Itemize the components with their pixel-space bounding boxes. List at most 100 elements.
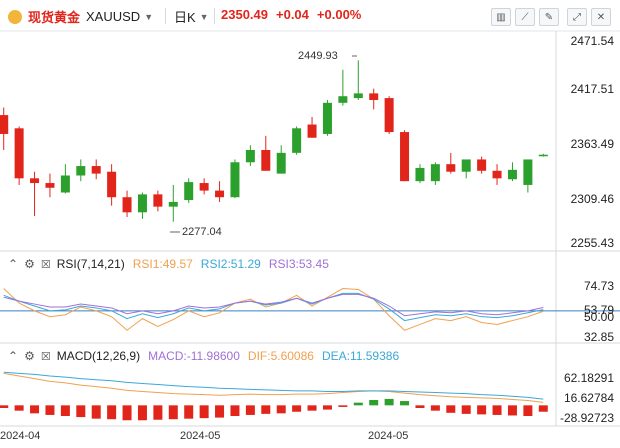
candle-body bbox=[461, 159, 471, 172]
dif-value: DIF:5.60086 bbox=[247, 349, 314, 363]
settings-icon[interactable]: ⚙ bbox=[24, 349, 35, 363]
macd-histogram-bar bbox=[168, 405, 178, 420]
macd-histogram-bar bbox=[446, 405, 456, 413]
date-label: 2024-04 bbox=[0, 430, 41, 442]
date-label: 2024-05 bbox=[368, 430, 409, 442]
rsi-axis-tick: 53.79 bbox=[583, 303, 614, 317]
rsi1-value: RSI1:49.57 bbox=[132, 257, 193, 271]
candle-body bbox=[446, 164, 456, 172]
candle-body bbox=[0, 115, 9, 134]
macd-histogram-bar bbox=[538, 405, 548, 412]
macd-histogram-bar bbox=[400, 401, 410, 406]
candle-body bbox=[492, 170, 502, 179]
macd-histogram-bar bbox=[338, 405, 348, 407]
macd-histogram-bar bbox=[477, 405, 487, 415]
macd-histogram-bar bbox=[492, 405, 502, 415]
symbol-selector[interactable]: 现货黄金 XAUUSD ▼ bbox=[8, 7, 153, 26]
macd-histogram-bar bbox=[91, 405, 101, 419]
candle-body bbox=[369, 93, 379, 100]
rsi1-line bbox=[3, 288, 544, 331]
macd-histogram-bar bbox=[507, 405, 517, 416]
macd-histogram-bar bbox=[153, 405, 163, 420]
candle-body bbox=[430, 164, 440, 182]
macd-histogram-bar bbox=[353, 402, 363, 406]
price-axis-tick: 2309.46 bbox=[570, 192, 614, 206]
candle-body bbox=[322, 102, 332, 134]
dif-line bbox=[3, 372, 544, 403]
current-price: 2350.49 bbox=[221, 7, 268, 22]
symbol-name: 现货黄金 bbox=[28, 10, 81, 25]
macd-histogram-bar bbox=[430, 405, 440, 411]
candle-body bbox=[215, 190, 225, 198]
macd-value: MACD:-11.98600 bbox=[148, 349, 240, 363]
candle-body bbox=[230, 162, 240, 198]
chevron-down-icon: ▼ bbox=[199, 11, 209, 22]
macd-histogram-bar bbox=[461, 405, 471, 414]
macd-histogram-bar bbox=[415, 405, 425, 408]
macd-histogram-bar bbox=[107, 405, 117, 420]
candle-body bbox=[523, 159, 533, 185]
macd-histogram-bar bbox=[292, 405, 302, 412]
dea-value: DEA:11.59386 bbox=[321, 349, 400, 363]
price-change: +0.04 bbox=[276, 7, 309, 22]
rsi2-value: RSI2:51.29 bbox=[200, 257, 261, 271]
macd-histogram-bar bbox=[137, 405, 147, 421]
price-change-pct: +0.00% bbox=[316, 7, 362, 22]
fullscreen-icon[interactable]: ⤢ bbox=[567, 8, 587, 26]
macd-histogram-bar bbox=[122, 405, 132, 421]
macd-histogram-bar bbox=[369, 400, 379, 406]
collapse-icon[interactable]: ⌃ bbox=[8, 257, 19, 271]
candle-body bbox=[292, 128, 302, 153]
macd-histogram-bar bbox=[245, 405, 255, 415]
close-icon[interactable]: ✕ bbox=[591, 8, 611, 26]
high-annotation: 2449.93 bbox=[298, 50, 338, 62]
macd-histogram-bar bbox=[322, 405, 332, 410]
rsi-axis-tick: 50.00 bbox=[583, 310, 614, 324]
macd-histogram-bar bbox=[0, 405, 9, 408]
macd-histogram-bar bbox=[276, 405, 286, 414]
candle-body bbox=[400, 132, 410, 182]
candle-body bbox=[477, 159, 487, 171]
toolbar-divider bbox=[214, 8, 215, 24]
price-axis-tick: 2471.54 bbox=[570, 34, 614, 48]
rsi3-line bbox=[3, 293, 544, 317]
macd-histogram-bar bbox=[230, 405, 240, 416]
macd-label: MACD(12,26,9) bbox=[56, 349, 141, 363]
dea-line bbox=[3, 371, 544, 400]
low-annotation: 2277.04 bbox=[182, 226, 222, 238]
close-icon[interactable]: ☒ bbox=[40, 258, 51, 271]
macd-axis-tick: 62.18291 bbox=[563, 371, 614, 385]
price-axis-tick: 2417.51 bbox=[570, 82, 614, 96]
candle-body bbox=[76, 166, 86, 176]
indicators-icon[interactable]: ⟋ bbox=[515, 8, 535, 26]
candle-body bbox=[30, 178, 40, 184]
rsi-axis-tick: 74.73 bbox=[583, 279, 614, 293]
chart-settings-icon[interactable]: ▥ bbox=[491, 8, 511, 26]
candle-body bbox=[153, 194, 163, 207]
candle-body bbox=[538, 154, 548, 157]
rsi2-line bbox=[3, 292, 544, 322]
interval-selector[interactable]: 日K ▼ bbox=[174, 7, 209, 26]
macd-histogram-bar bbox=[215, 405, 225, 418]
settings-icon[interactable]: ⚙ bbox=[24, 257, 35, 271]
candle-body bbox=[60, 175, 70, 193]
candle-body bbox=[14, 128, 24, 179]
close-icon[interactable]: ☒ bbox=[40, 350, 51, 363]
gold-coin-icon bbox=[8, 9, 22, 24]
candle-body bbox=[307, 124, 317, 138]
candle-body bbox=[91, 166, 101, 174]
price-readout: 2350.49 +0.04 +0.00% bbox=[221, 7, 361, 22]
candle-body bbox=[184, 182, 194, 201]
macd-header: ⌃ ⚙ ☒ MACD(12,26,9) MACD:-11.98600 DIF:5… bbox=[8, 349, 399, 363]
macd-histogram-bar bbox=[307, 405, 317, 411]
macd-histogram-bar bbox=[76, 405, 86, 418]
macd-axis-tick: -28.92723 bbox=[559, 411, 614, 425]
collapse-icon[interactable]: ⌃ bbox=[8, 349, 19, 363]
rsi-axis-tick: 32.85 bbox=[583, 330, 614, 344]
candle-body bbox=[168, 201, 178, 207]
candle-body bbox=[384, 98, 394, 133]
draw-icon[interactable]: ✎ bbox=[539, 8, 559, 26]
candle-body bbox=[338, 96, 348, 103]
candle-body bbox=[507, 169, 517, 180]
